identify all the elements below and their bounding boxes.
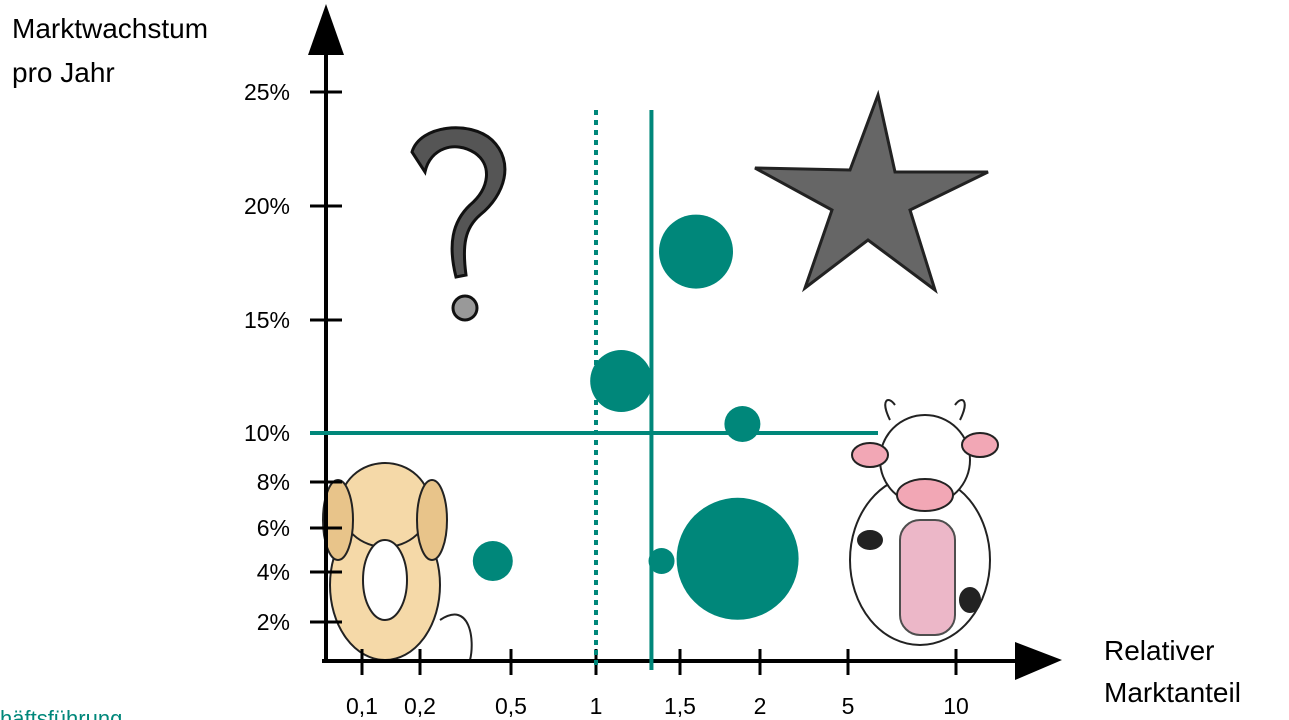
y-tick-label: 2%	[257, 609, 290, 635]
x-tick-label: 1,5	[664, 693, 696, 719]
y-tick-label: 25%	[244, 79, 290, 105]
bubble	[648, 548, 675, 574]
x-tick-label: 0,2	[404, 693, 436, 719]
bubble	[676, 497, 799, 620]
y-axis-label: Marktwachstum	[12, 13, 208, 44]
y-tick-label: 8%	[257, 469, 290, 495]
x-tick-label: 10	[943, 693, 969, 719]
x-tick-label: 1	[590, 693, 603, 719]
y-axis-arrow	[308, 4, 344, 55]
x-axis-label: Marktanteil	[1104, 677, 1241, 708]
footer-text: häftsführung	[0, 706, 122, 720]
y-axis-label: pro Jahr	[12, 57, 115, 88]
x-axis-arrow	[1015, 642, 1062, 680]
question-mark-icon	[410, 126, 507, 322]
bubble	[724, 405, 761, 442]
x-axis-label: Relativer	[1104, 635, 1214, 666]
y-tick-label: 4%	[257, 559, 290, 585]
star-icon	[754, 89, 989, 294]
y-tick-label: 15%	[244, 307, 290, 333]
x-tick-label: 5	[842, 693, 855, 719]
y-tick-label: 10%	[244, 420, 290, 446]
x-tick-label: 0,1	[346, 693, 378, 719]
cow-icon	[849, 399, 999, 646]
y-tick-label: 20%	[244, 193, 290, 219]
dog-icon	[322, 462, 473, 661]
x-tick-label: 2	[754, 693, 767, 719]
y-tick-label: 6%	[257, 515, 290, 541]
bubble	[472, 541, 513, 581]
x-tick-label: 0,5	[495, 693, 527, 719]
bubble	[659, 214, 733, 289]
bubble	[590, 350, 653, 413]
